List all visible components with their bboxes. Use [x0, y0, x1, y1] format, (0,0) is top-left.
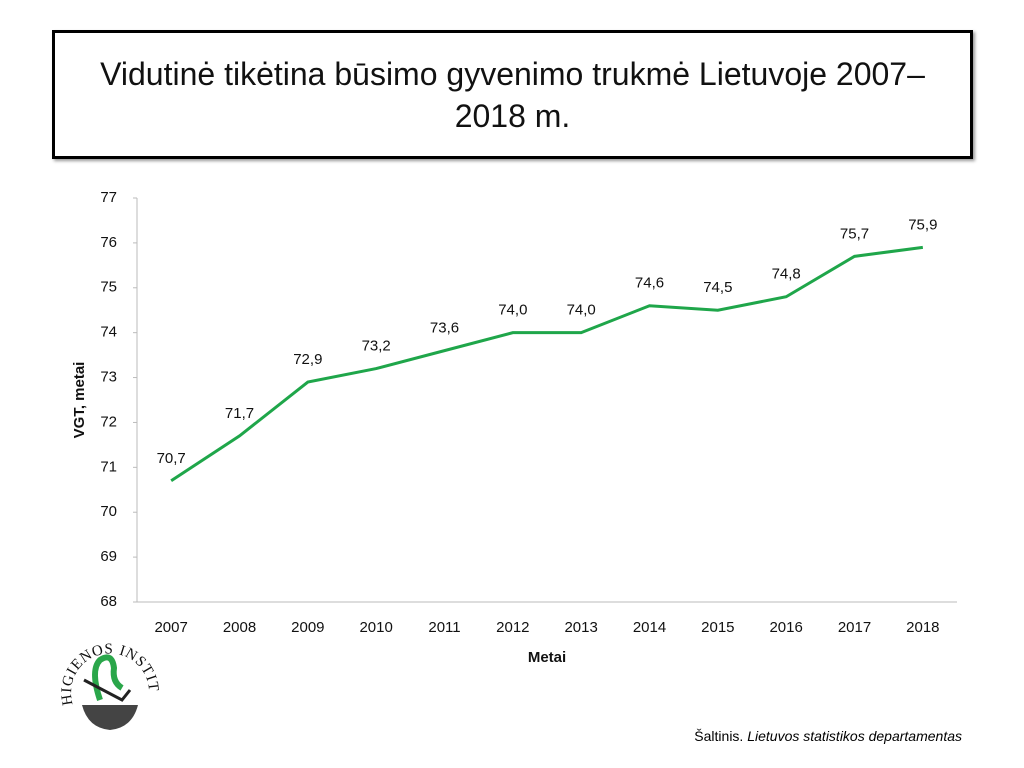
source-label: Šaltinis.: [694, 728, 744, 744]
data-label: 73,2: [362, 338, 391, 355]
logo-bowl: [82, 705, 138, 730]
y-tick-label: 74: [100, 324, 117, 341]
y-tick-label: 72: [100, 413, 117, 430]
x-tick-label: 2015: [701, 619, 734, 636]
y-tick-label: 73: [100, 369, 117, 386]
data-label: 70,7: [157, 450, 186, 467]
data-label: 72,9: [293, 351, 322, 368]
data-label: 74,0: [567, 302, 596, 319]
line: [170, 245, 924, 483]
y-tick-label: 77: [100, 189, 117, 206]
x-tick-label: 2014: [633, 619, 666, 636]
data-label: 74,6: [635, 275, 664, 292]
y-axis-label: VGT, metai: [71, 362, 88, 439]
x-tick-label: 2017: [838, 619, 871, 636]
x-tick-label: 2009: [291, 619, 324, 636]
x-axis-label: Metai: [528, 649, 566, 666]
y-tick-label: 75: [100, 279, 117, 296]
x-tick-label: 2011: [428, 619, 460, 636]
source: Šaltinis. Lietuvos statistikos departame…: [694, 728, 962, 744]
x-tick-label: 2013: [564, 619, 597, 636]
title-box: Vidutinė tikėtina būsimo gyvenimo trukmė…: [52, 30, 973, 159]
data-label: 74,8: [772, 266, 801, 283]
chart-title: Vidutinė tikėtina būsimo gyvenimo trukmė…: [100, 55, 925, 134]
y-tick-label: 70: [100, 503, 117, 520]
data-label: 71,7: [225, 405, 254, 422]
x-tick-label: 2012: [496, 619, 529, 636]
x-tick-label: 2010: [359, 619, 392, 636]
data-label: 74,5: [703, 279, 732, 296]
logo-snake: [92, 654, 124, 701]
data-label: 74,0: [498, 302, 527, 319]
y-tick-label: 76: [100, 234, 117, 251]
x-tick-label: 2018: [906, 619, 939, 636]
data-label: 73,6: [430, 320, 459, 337]
x-tick-label: 2008: [223, 619, 256, 636]
data-label: 75,9: [908, 216, 937, 233]
y-tick-label: 68: [100, 593, 117, 610]
y-tick-label: 71: [100, 458, 117, 475]
source-text: Lietuvos statistikos departamentas: [747, 728, 962, 744]
x-tick-label: 2007: [154, 619, 187, 636]
x-tick-label: 2016: [769, 619, 802, 636]
logo-staff: [83, 678, 132, 702]
y-tick-label: 69: [100, 548, 117, 565]
data-label: 75,7: [840, 225, 869, 242]
